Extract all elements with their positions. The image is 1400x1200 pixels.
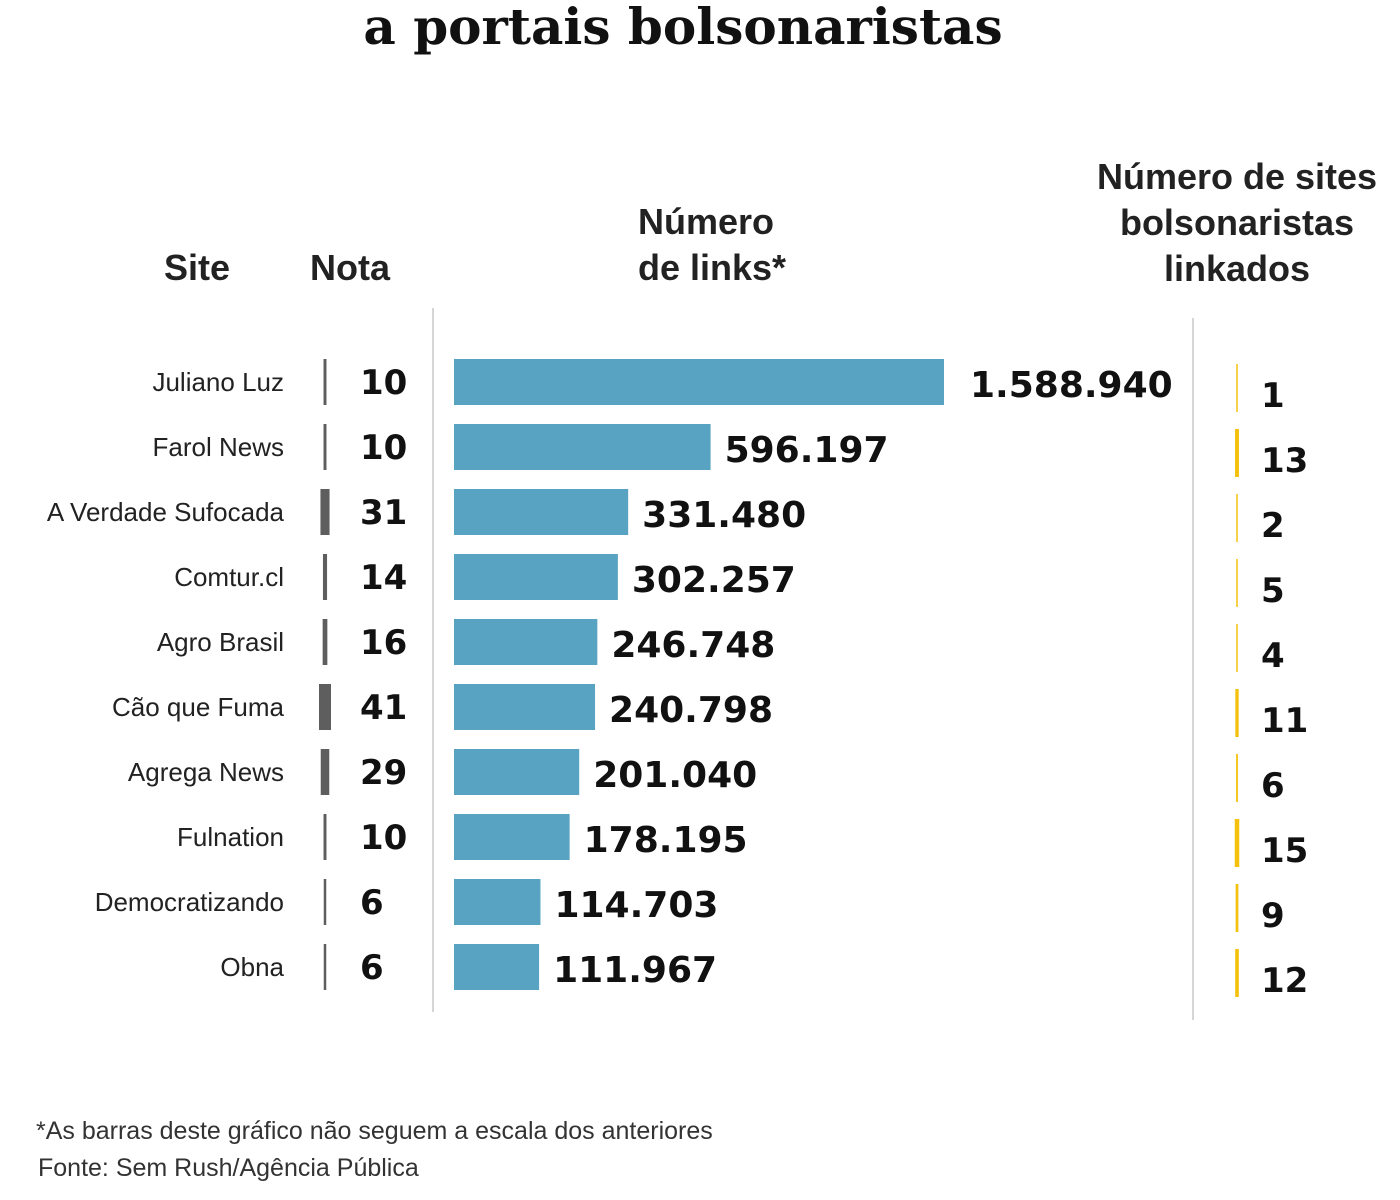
links-value: 246.748 — [611, 625, 775, 666]
site-label: Comtur.cl — [174, 562, 284, 592]
links-value: 240.798 — [609, 690, 773, 731]
linked-mark — [1236, 364, 1238, 412]
links-value: 1.588.940 — [970, 365, 1173, 406]
column-header-linked-line-2: bolsonaristas — [1120, 202, 1354, 243]
column-header-linked-line-3: linkados — [1164, 248, 1310, 289]
linked-value: 12 — [1261, 961, 1308, 1001]
nota-value: 29 — [360, 753, 407, 793]
nota-value: 10 — [360, 428, 407, 468]
column-header-site: Site — [164, 247, 230, 288]
linked-value: 15 — [1261, 831, 1308, 871]
nota-mark — [320, 749, 330, 795]
nota-value: 41 — [360, 688, 407, 728]
links-value: 114.703 — [554, 885, 718, 926]
nota-mark — [319, 684, 331, 730]
links-bar — [454, 749, 580, 795]
column-header-links-line-1: Número — [638, 201, 774, 242]
nota-mark — [323, 944, 327, 990]
nota-value: 10 — [360, 818, 407, 858]
nota-value: 6 — [360, 948, 384, 988]
nota-mark — [323, 814, 327, 860]
nota-mark — [320, 489, 330, 535]
linked-value: 6 — [1261, 766, 1285, 806]
site-label: Democratizando — [95, 887, 284, 917]
linked-mark — [1235, 429, 1239, 477]
nota-value: 14 — [360, 558, 407, 598]
linked-value: 13 — [1261, 441, 1308, 481]
linked-value: 11 — [1261, 701, 1308, 741]
links-bar — [454, 879, 541, 925]
nota-mark — [322, 619, 328, 665]
column-header-nota: Nota — [310, 247, 391, 288]
links-bar — [454, 489, 629, 535]
links-value: 596.197 — [725, 430, 889, 471]
linked-value: 4 — [1261, 636, 1285, 676]
links-value: 111.967 — [553, 950, 717, 991]
linked-mark — [1235, 884, 1239, 932]
nota-mark — [323, 424, 327, 470]
column-header-linked-line-1: Número de sites — [1097, 156, 1377, 197]
links-bar — [454, 619, 598, 665]
nota-value: 6 — [360, 883, 384, 923]
site-label: Agro Brasil — [157, 627, 284, 657]
links-bar — [454, 944, 540, 990]
linked-mark — [1236, 494, 1238, 542]
links-bar — [454, 554, 618, 600]
links-bar — [454, 359, 944, 405]
nota-mark — [322, 554, 328, 600]
linked-value: 5 — [1261, 571, 1285, 611]
linked-value: 9 — [1261, 896, 1285, 936]
site-label: Cão que Fuma — [112, 692, 285, 722]
table-rows: Juliano Luz 10 1.588.940 1 Farol News 10 596.1… — [47, 359, 1308, 1001]
site-label: Agrega News — [128, 757, 284, 787]
nota-value: 16 — [360, 623, 407, 663]
links-value: 331.480 — [642, 495, 806, 536]
site-label: Juliano Luz — [152, 367, 284, 397]
nota-mark — [323, 879, 327, 925]
linked-mark — [1236, 754, 1238, 802]
linked-mark — [1235, 689, 1239, 737]
site-label: Obna — [220, 952, 284, 982]
site-label: Farol News — [153, 432, 284, 462]
nota-mark — [323, 359, 327, 405]
links-bar — [454, 684, 596, 730]
linked-mark — [1236, 624, 1238, 672]
links-bar — [454, 814, 570, 860]
site-label: Fulnation — [177, 822, 284, 852]
linked-mark — [1236, 559, 1238, 607]
nota-value: 10 — [360, 363, 407, 403]
linked-value: 2 — [1261, 506, 1285, 546]
chart-title: a portais bolsonaristas — [363, 0, 1002, 56]
source-note: Fonte: Sem Rush/Agência Pública — [38, 1154, 419, 1182]
linked-mark — [1235, 949, 1239, 997]
linked-mark — [1234, 819, 1240, 867]
links-bar — [454, 424, 711, 470]
links-value: 178.195 — [584, 820, 748, 861]
column-header-links-line-2: de links* — [638, 247, 786, 288]
site-label: A Verdade Sufocada — [47, 497, 285, 527]
links-value: 201.040 — [593, 755, 757, 796]
footnote: *As barras deste gráfico não seguem a es… — [36, 1117, 713, 1145]
links-value: 302.257 — [632, 560, 796, 601]
linked-value: 1 — [1261, 376, 1285, 416]
nota-value: 31 — [360, 493, 407, 533]
